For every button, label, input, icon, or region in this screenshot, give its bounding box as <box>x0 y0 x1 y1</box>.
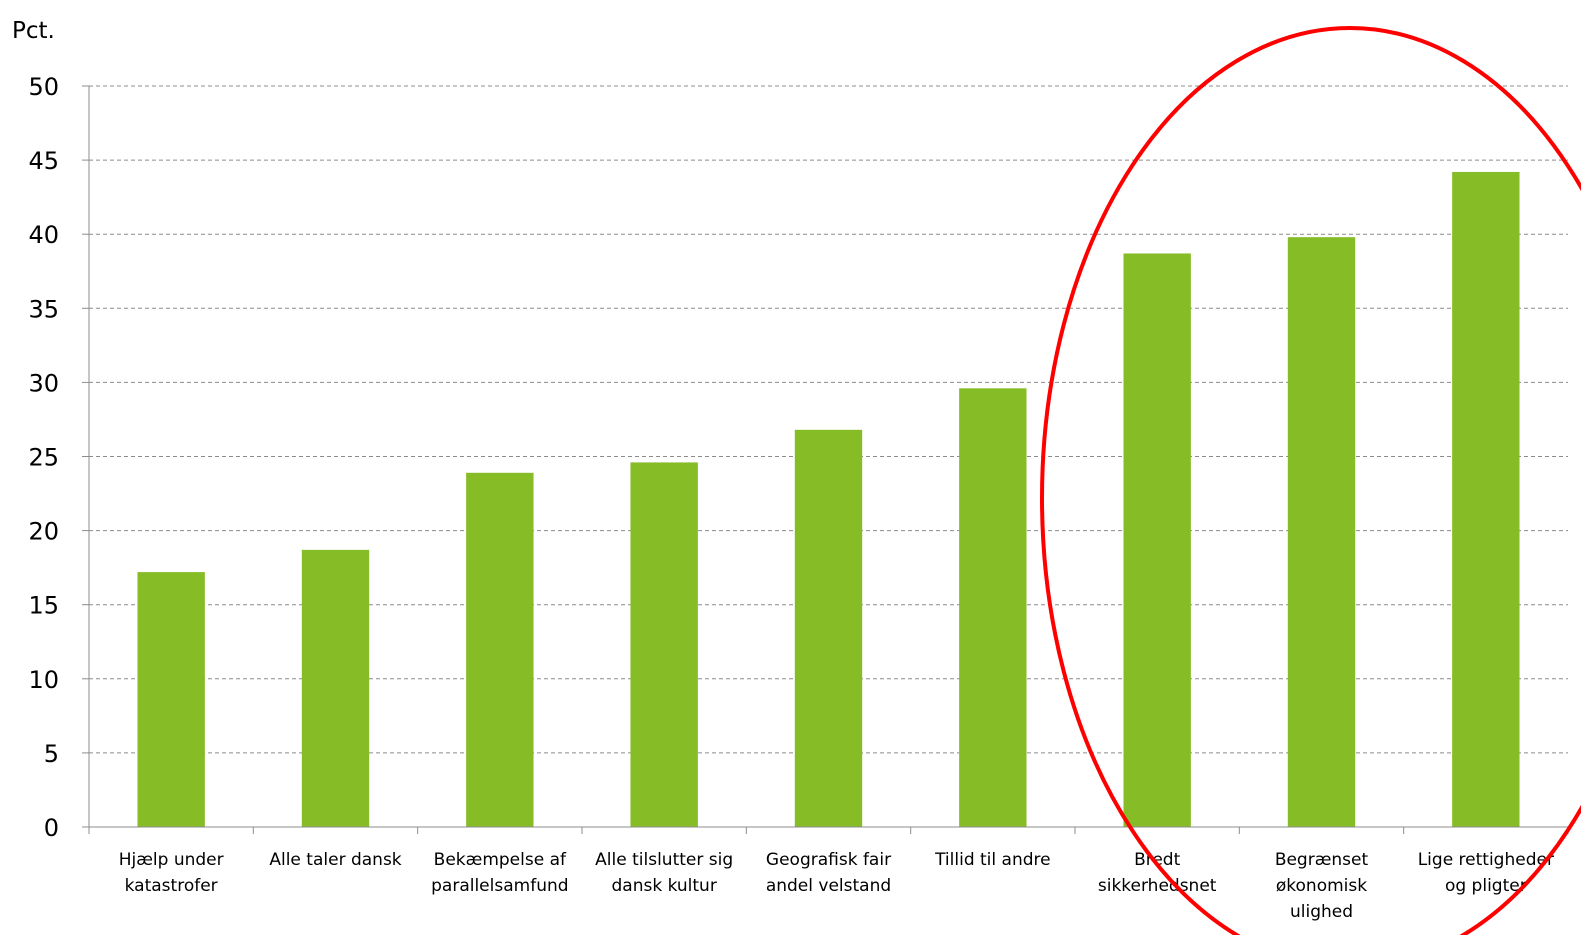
x-tick-label: Bredt <box>1134 850 1181 870</box>
axes <box>82 85 1569 834</box>
bar <box>1287 237 1356 827</box>
highlight-annotation <box>1040 26 1581 935</box>
bar <box>959 388 1027 827</box>
x-tick-label: Begrænset <box>1275 850 1369 870</box>
bar <box>301 549 370 827</box>
x-tick-label: Lige rettigheder <box>1418 850 1554 870</box>
y-axis-unit-label: Pct. <box>12 18 55 44</box>
x-tick-label: Alle tilslutter sig <box>595 850 733 870</box>
x-tick-label: og pligter <box>1445 876 1527 896</box>
x-tick-label: dansk kultur <box>611 876 716 896</box>
y-axis-ticks: 0 5 10 15 20 25 30 35 40 45 50 <box>28 73 59 842</box>
x-tick-label: ulighed <box>1290 902 1353 922</box>
x-tick-label: Geografisk fair <box>766 850 891 870</box>
y-tick-label: 35 <box>28 295 59 323</box>
y-tick-label: 10 <box>28 666 59 694</box>
x-tick-label: katastrofer <box>125 876 218 896</box>
bar <box>1452 171 1520 827</box>
x-tick-label: Tillid til andre <box>934 850 1051 870</box>
bar <box>137 572 205 827</box>
bar <box>794 429 863 827</box>
x-tick-label: Alle taler dansk <box>269 850 401 870</box>
bar <box>466 472 534 827</box>
bar <box>630 462 698 827</box>
y-tick-label: 30 <box>28 369 59 397</box>
y-tick-label: 5 <box>44 740 59 768</box>
y-tick-label: 25 <box>28 444 59 472</box>
x-tick-label: sikkerhedsnet <box>1098 876 1217 896</box>
x-tick-label: økonomisk <box>1276 876 1367 896</box>
y-tick-label: 50 <box>28 73 59 101</box>
y-tick-label: 20 <box>28 518 59 546</box>
y-tick-label: 40 <box>28 221 59 249</box>
highlight-ellipse <box>1040 26 1581 935</box>
y-tick-label: 15 <box>28 592 59 620</box>
x-axis-ticks: Hjælp under katastrofer Alle taler dansk Be… <box>119 850 1554 922</box>
bar <box>1123 253 1191 827</box>
y-tick-label: 0 <box>44 814 59 842</box>
x-tick-label: parallelsamfund <box>431 876 568 896</box>
x-tick-label: Hjælp under <box>119 850 224 870</box>
y-tick-label: 45 <box>28 147 59 175</box>
bars <box>137 171 1520 827</box>
x-tick-label: andel velstand <box>766 876 891 896</box>
x-tick-label: Bekæmpelse af <box>434 850 567 870</box>
